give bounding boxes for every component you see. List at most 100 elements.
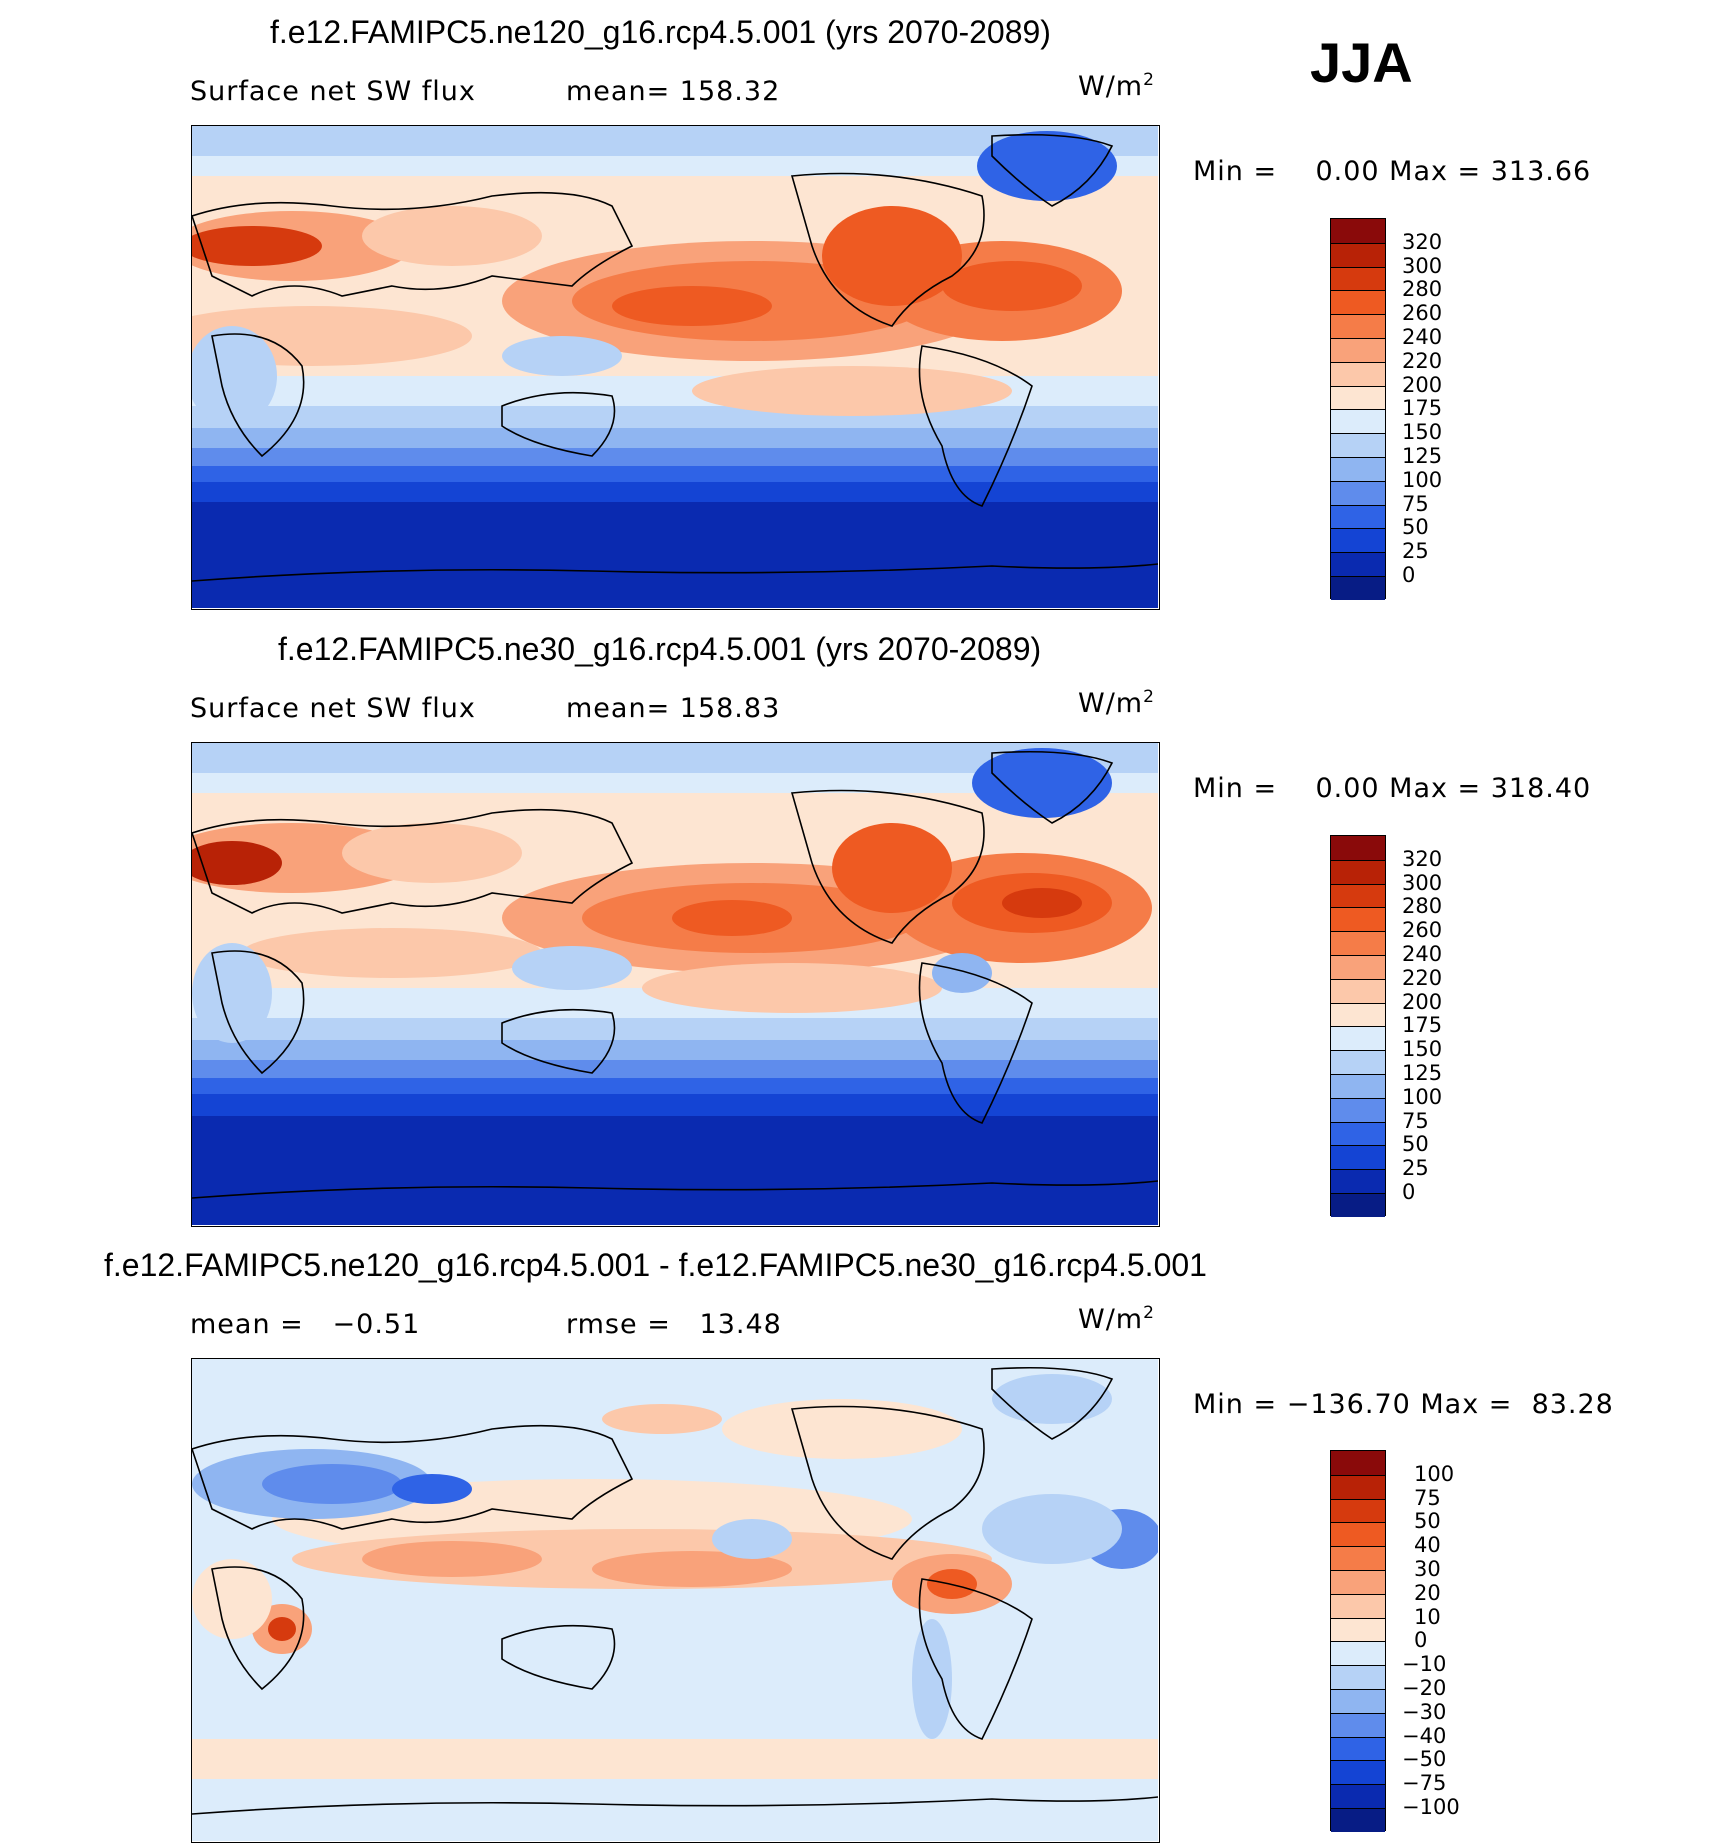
colorbar-level-label: 10 — [1414, 1604, 1441, 1629]
colorbar-level-label: 20 — [1414, 1580, 1441, 1605]
colorbar-cell — [1331, 1546, 1385, 1570]
colorbar-level-label: 100 — [1402, 1084, 1443, 1109]
colorbar-cell — [1331, 883, 1385, 908]
panel3-minmax: Min = −136.70 Max = 83.28 — [1193, 1389, 1614, 1420]
colorbar-cell — [1331, 361, 1385, 386]
colorbar-cell — [1331, 409, 1385, 434]
colorbar-level-label: 220 — [1402, 965, 1443, 990]
colorbar-level-label: 50 — [1402, 515, 1429, 540]
colorbar-level-label: −20 — [1402, 1676, 1447, 1700]
colorbar-level-label: 25 — [1402, 1156, 1429, 1181]
colorbar-level-label: −10 — [1402, 1652, 1447, 1677]
panel2-map — [191, 742, 1160, 1227]
colorbar-cell — [1331, 1026, 1385, 1051]
colorbar-cell — [1331, 575, 1385, 600]
panel3-rmse: rmse = 13.48 — [566, 1309, 782, 1340]
colorbar-level-label: 150 — [1402, 1037, 1443, 1062]
colorbar-cell — [1331, 1665, 1385, 1689]
panel1-title: f.e12.FAMIPC5.ne120_g16.rcp4.5.001 (yrs … — [270, 14, 1051, 50]
colorbar-cell — [1331, 480, 1385, 505]
colorbar-cell — [1331, 219, 1385, 243]
colorbar-cell — [1331, 266, 1385, 291]
colorbar-cell — [1331, 1641, 1385, 1666]
panel2-mean: mean= 158.83 — [566, 693, 781, 724]
panel3-units: W/m2 — [1078, 1303, 1155, 1335]
colorbar-level-label: 100 — [1414, 1461, 1455, 1486]
colorbar-level-label: 240 — [1402, 325, 1443, 349]
colorbar-cell — [1331, 859, 1385, 884]
colorbar-cell — [1331, 1498, 1385, 1523]
colorbar-cell — [1331, 931, 1385, 955]
colorbar-cell — [1331, 1784, 1385, 1808]
colorbar-cell — [1331, 1569, 1385, 1594]
colorbar-cell — [1331, 1593, 1385, 1618]
colorbar-level-label: 100 — [1402, 467, 1443, 492]
colorbar-level-label: 280 — [1402, 894, 1443, 919]
colorbar-cell — [1331, 954, 1385, 979]
colorbar-level-label: −40 — [1402, 1723, 1447, 1748]
colorbar-cell — [1331, 1617, 1385, 1642]
colorbar-level-label: 0 — [1414, 1628, 1428, 1653]
colorbar-cell — [1331, 1451, 1385, 1475]
colorbar-cell — [1331, 385, 1385, 410]
panel1-colorbar — [1330, 218, 1386, 600]
colorbar-cell — [1331, 907, 1385, 932]
colorbar-level-label: 125 — [1402, 1061, 1443, 1085]
colorbar-cell — [1331, 504, 1385, 529]
colorbar-cell — [1331, 1474, 1385, 1499]
colorbar-cell — [1331, 1073, 1385, 1098]
panel2-colorbar — [1330, 835, 1386, 1217]
colorbar-cell — [1331, 1807, 1385, 1832]
colorbar-cell — [1331, 1522, 1385, 1547]
panel1-mean: mean= 158.32 — [566, 76, 781, 107]
colorbar-level-label: −100 — [1402, 1795, 1460, 1819]
panel2-title: f.e12.FAMIPC5.ne30_g16.rcp4.5.001 (yrs 2… — [278, 631, 1042, 667]
colorbar-level-label: 280 — [1402, 277, 1443, 302]
colorbar-cell — [1331, 1097, 1385, 1122]
colorbar-cell — [1331, 1736, 1385, 1761]
colorbar-cell — [1331, 1712, 1385, 1737]
colorbar-cell — [1331, 1169, 1385, 1193]
colorbar-level-label: 240 — [1402, 942, 1443, 966]
colorbar-cell — [1331, 836, 1385, 860]
colorbar-level-label: 50 — [1414, 1509, 1441, 1534]
panel2-units: W/m2 — [1078, 687, 1155, 719]
colorbar-level-label: 75 — [1414, 1485, 1441, 1510]
panel1-variable: Surface net SW flux — [190, 76, 476, 107]
colorbar-level-label: 320 — [1402, 229, 1443, 254]
panel1-units: W/m2 — [1078, 70, 1155, 102]
colorbar-level-label: 0 — [1402, 563, 1416, 587]
colorbar-cell — [1331, 337, 1385, 362]
colorbar-level-label: 125 — [1402, 444, 1443, 468]
colorbar-level-label: −75 — [1402, 1771, 1447, 1796]
colorbar-cell — [1331, 1145, 1385, 1170]
colorbar-cell — [1331, 433, 1385, 457]
colorbar-cell — [1331, 1050, 1385, 1074]
colorbar-level-label: 175 — [1402, 396, 1443, 421]
colorbar-cell — [1331, 456, 1385, 481]
colorbar-level-label: −50 — [1402, 1747, 1447, 1772]
colorbar-cell — [1331, 1688, 1385, 1713]
colorbar-level-label: 200 — [1402, 372, 1443, 397]
panel1-minmax: Min = 0.00 Max = 313.66 — [1193, 156, 1592, 187]
colorbar-level-label: 300 — [1402, 253, 1443, 278]
colorbar-cell — [1331, 1760, 1385, 1785]
colorbar-level-label: 75 — [1402, 1108, 1429, 1133]
colorbar-cell — [1331, 290, 1385, 315]
colorbar-level-label: 30 — [1414, 1557, 1441, 1581]
colorbar-cell — [1331, 552, 1385, 576]
panel3-colorbar — [1330, 1450, 1386, 1832]
panel3-map — [191, 1358, 1160, 1843]
colorbar-level-label: 200 — [1402, 989, 1443, 1014]
colorbar-cell — [1331, 1192, 1385, 1217]
colorbar-level-label: 260 — [1402, 918, 1443, 943]
colorbar-level-label: 0 — [1402, 1180, 1416, 1204]
colorbar-cell — [1331, 242, 1385, 267]
colorbar-level-label: 25 — [1402, 539, 1429, 564]
colorbar-level-label: 220 — [1402, 348, 1443, 373]
colorbar-level-label: 320 — [1402, 846, 1443, 871]
colorbar-cell — [1331, 314, 1385, 338]
panel3-title: f.e12.FAMIPC5.ne120_g16.rcp4.5.001 - f.e… — [104, 1247, 1207, 1283]
colorbar-level-label: 300 — [1402, 870, 1443, 895]
colorbar-cell — [1331, 1121, 1385, 1146]
